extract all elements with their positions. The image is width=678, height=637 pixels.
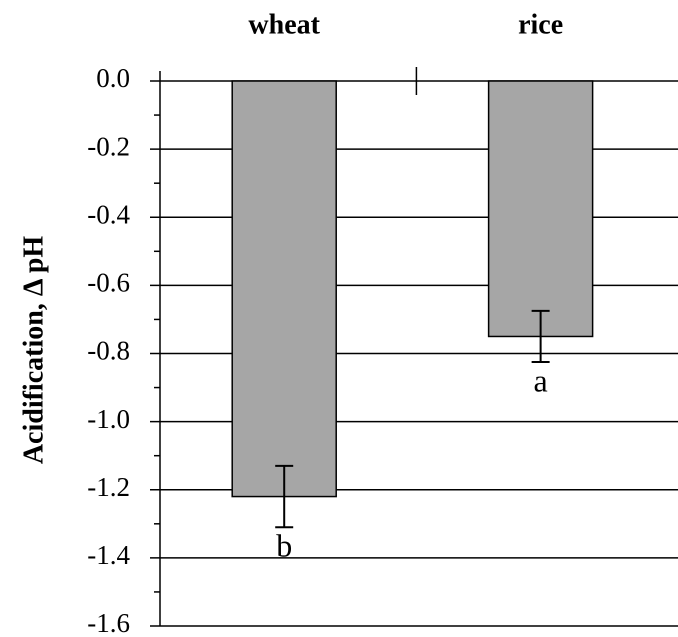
y-tick-label: -0.4 bbox=[87, 199, 130, 229]
annotation: a bbox=[534, 362, 548, 398]
y-tick-label: -1.0 bbox=[87, 404, 130, 434]
y-axis-label: Acidification, Δ pH bbox=[18, 236, 49, 465]
annotation: b bbox=[276, 528, 292, 564]
y-tick-label: -1.6 bbox=[87, 608, 130, 637]
bar bbox=[231, 80, 337, 498]
bar bbox=[487, 80, 594, 338]
y-tick-label: -0.6 bbox=[87, 268, 130, 298]
y-tick-label: -0.2 bbox=[87, 131, 130, 161]
category-label: rice bbox=[518, 9, 563, 40]
y-tick-label: 0.0 bbox=[96, 63, 130, 93]
y-tick-label: -0.8 bbox=[87, 336, 130, 366]
y-tick-label: -1.4 bbox=[87, 540, 130, 570]
category-label: wheat bbox=[248, 9, 320, 40]
y-tick-label: -1.2 bbox=[87, 472, 130, 502]
